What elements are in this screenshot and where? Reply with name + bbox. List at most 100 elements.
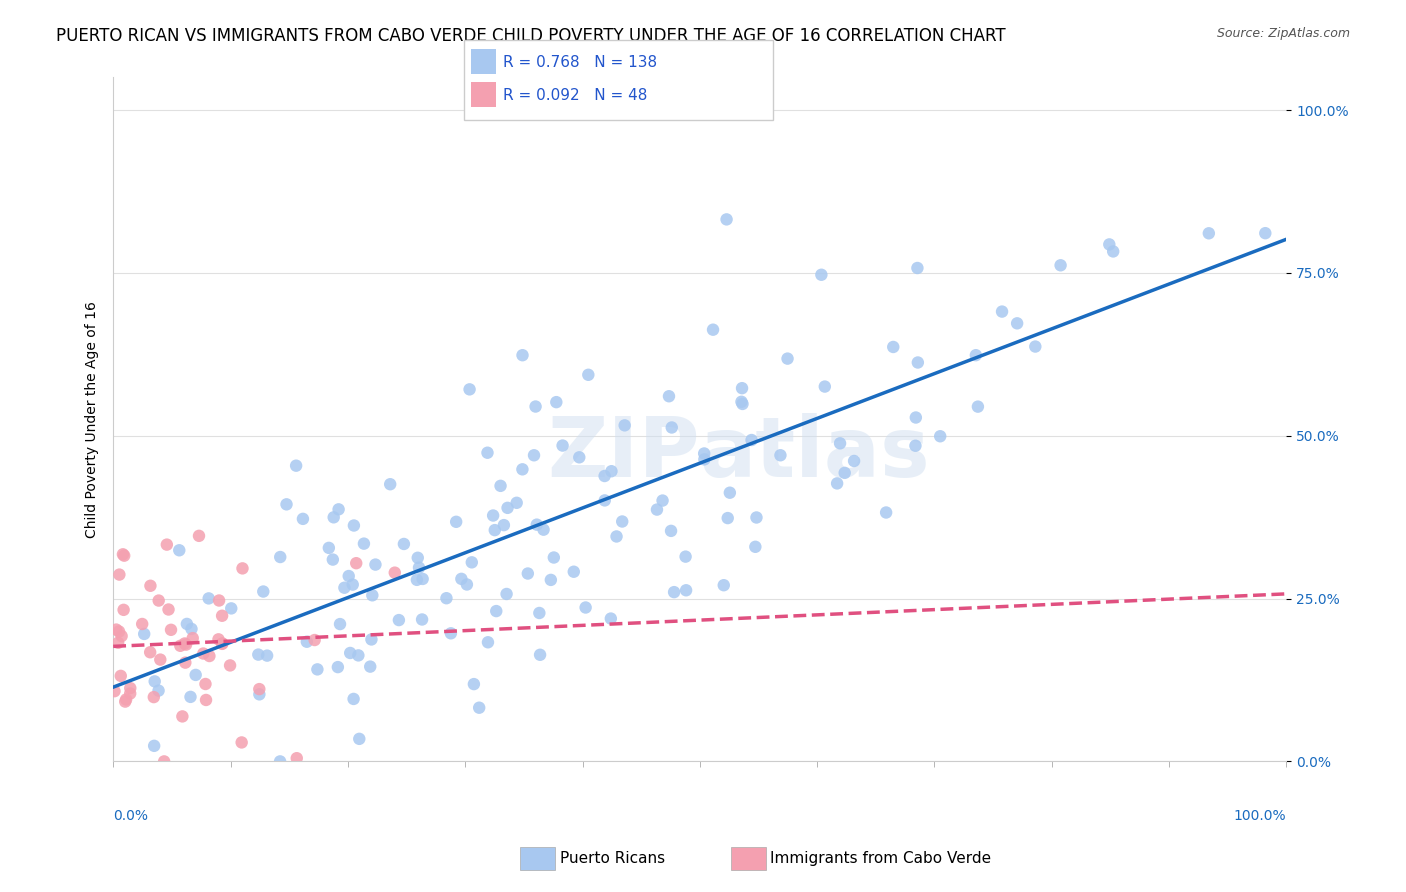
Point — [745, 510, 768, 524]
Point — [211, 637, 233, 651]
Point — [991, 304, 1014, 318]
Point — [1024, 340, 1046, 354]
Point — [444, 515, 467, 529]
Point — [526, 517, 548, 532]
Point — [405, 573, 427, 587]
Point — [194, 677, 217, 691]
Text: R = 0.768   N = 138: R = 0.768 N = 138 — [503, 55, 658, 70]
Point — [219, 658, 242, 673]
Point — [904, 439, 927, 453]
Point — [231, 735, 253, 749]
Point — [606, 529, 628, 543]
Point — [562, 565, 585, 579]
Point — [343, 518, 366, 533]
Point — [834, 466, 856, 480]
Point — [576, 368, 599, 382]
Point — [172, 709, 194, 723]
Point — [219, 601, 242, 615]
Point — [304, 633, 326, 648]
Text: Source: ZipAtlas.com: Source: ZipAtlas.com — [1216, 27, 1350, 40]
Point — [468, 700, 491, 714]
Point — [143, 739, 166, 753]
Point — [730, 394, 752, 409]
Point — [1198, 227, 1220, 241]
Point — [593, 493, 616, 508]
Point — [291, 512, 314, 526]
Point — [285, 458, 308, 473]
Point — [512, 462, 534, 476]
Point — [105, 623, 128, 637]
Point — [967, 400, 990, 414]
Text: R = 0.092   N = 48: R = 0.092 N = 48 — [503, 88, 648, 103]
Point — [907, 260, 929, 275]
Point — [1049, 258, 1071, 272]
Point — [477, 446, 499, 460]
Point — [436, 591, 458, 606]
Point — [693, 446, 716, 460]
Point — [842, 454, 865, 468]
Point — [575, 600, 598, 615]
Point — [675, 583, 697, 598]
Point — [322, 552, 344, 566]
Point — [645, 502, 668, 516]
Point — [364, 558, 387, 572]
Point — [551, 438, 574, 452]
Point — [810, 268, 832, 282]
Point — [112, 549, 135, 563]
Point — [505, 496, 527, 510]
Point — [485, 604, 508, 618]
Point — [211, 608, 233, 623]
Point — [361, 588, 384, 602]
Point — [769, 448, 792, 462]
Text: ZIP: ZIP — [547, 413, 700, 494]
Point — [658, 389, 681, 403]
Point — [406, 550, 429, 565]
Point — [523, 448, 546, 462]
Point — [269, 755, 291, 769]
Point — [360, 632, 382, 647]
Point — [456, 577, 478, 591]
Point — [347, 648, 370, 663]
Point — [524, 400, 547, 414]
Point — [326, 660, 349, 674]
Point — [489, 479, 512, 493]
Point — [516, 566, 538, 581]
Point — [496, 500, 519, 515]
Point — [247, 682, 270, 697]
Text: 0.0%: 0.0% — [114, 809, 148, 823]
Point — [148, 593, 170, 607]
Point — [825, 476, 848, 491]
Point — [828, 436, 851, 450]
Point — [269, 549, 291, 564]
Point — [174, 656, 197, 670]
Point — [1102, 244, 1125, 259]
Point — [252, 584, 274, 599]
Point — [231, 561, 253, 575]
Point — [612, 515, 634, 529]
Point — [718, 485, 741, 500]
Point — [103, 684, 125, 698]
Point — [533, 523, 555, 537]
Point — [173, 636, 195, 650]
Point — [143, 674, 166, 689]
Point — [339, 646, 361, 660]
Point — [529, 648, 551, 662]
Point — [661, 420, 683, 434]
Text: PUERTO RICAN VS IMMIGRANTS FROM CABO VERDE CHILD POVERTY UNDER THE AGE OF 16 COR: PUERTO RICAN VS IMMIGRANTS FROM CABO VER… — [56, 27, 1005, 45]
Point — [211, 636, 233, 650]
Point — [153, 755, 176, 769]
Point — [176, 616, 198, 631]
Point — [295, 634, 318, 648]
Point — [188, 529, 211, 543]
Point — [344, 556, 367, 570]
Point — [110, 669, 132, 683]
Point — [482, 508, 505, 523]
Point — [247, 687, 270, 701]
Text: Immigrants from Cabo Verde: Immigrants from Cabo Verde — [770, 851, 991, 865]
Point — [342, 577, 364, 591]
Point — [180, 622, 202, 636]
Point — [207, 632, 229, 647]
Point — [328, 502, 350, 516]
Point — [114, 695, 136, 709]
Point — [322, 510, 344, 524]
